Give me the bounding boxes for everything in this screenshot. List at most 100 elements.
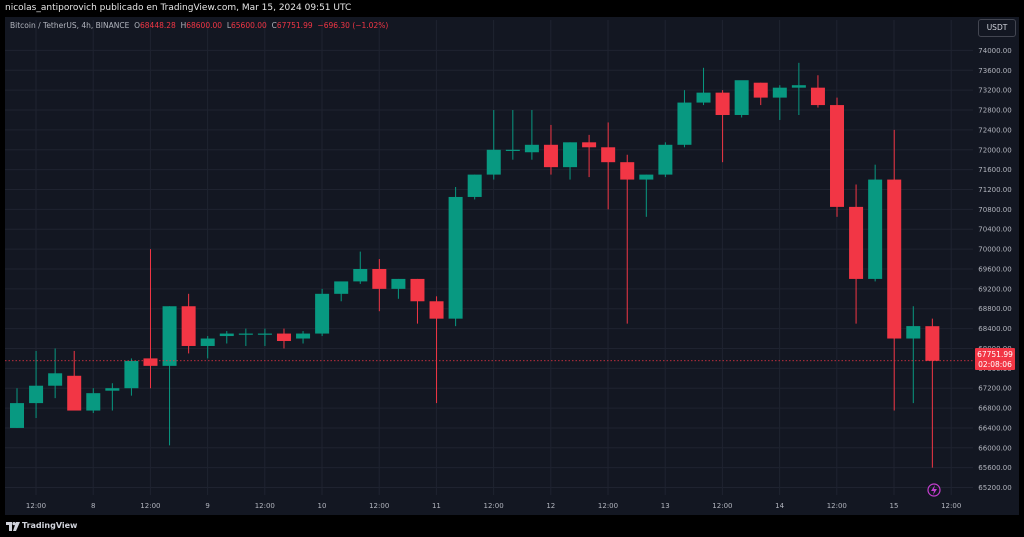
candle-body (830, 105, 845, 207)
time-tick-label: 11 (432, 502, 441, 510)
candle (639, 174, 654, 217)
candle (86, 388, 101, 414)
candle (143, 249, 158, 389)
legend-change: −696.30 (−1.02%) (317, 21, 389, 30)
candle (810, 75, 825, 108)
candle (505, 110, 520, 160)
time-tick-label: 12:00 (255, 502, 275, 510)
candle-body (639, 174, 654, 180)
candle-body (582, 142, 597, 148)
price-tick-label: 69600.00 (978, 265, 1011, 273)
price-tick-label: 65200.00 (978, 484, 1011, 492)
candle-body (315, 293, 330, 334)
legend-close: 67751.99 (276, 21, 313, 30)
candle (772, 85, 787, 120)
candle-body (563, 142, 578, 168)
candle-body (200, 338, 215, 346)
candle-body (67, 375, 82, 411)
candle (48, 348, 63, 399)
candle-body (696, 92, 711, 103)
candle (753, 82, 768, 106)
candle (105, 383, 120, 411)
candle-body (429, 301, 444, 319)
candle-body (620, 162, 635, 180)
candle-body (849, 206, 864, 279)
price-axis: 74000.00 73600.00 73200.00 72800.00 72400.00… (978, 47, 1011, 492)
price-tick-label: 69200.00 (978, 285, 1011, 293)
candle-body (238, 333, 253, 335)
legend-o-label: O (134, 21, 141, 30)
time-tick-label: 12:00 (484, 502, 504, 510)
candle (734, 80, 749, 118)
price-tick-label: 68800.00 (978, 305, 1011, 313)
candle (10, 388, 24, 428)
candle-body (334, 281, 349, 294)
legend-open: 68448.28 (140, 21, 176, 30)
candle (200, 336, 215, 359)
time-tick-label: 12:00 (827, 502, 847, 510)
lightning-icon[interactable] (927, 483, 941, 497)
candle (830, 97, 845, 217)
candle-body (162, 306, 177, 366)
time-tick-label: 14 (775, 502, 784, 510)
candle-body (276, 333, 291, 342)
candle (219, 331, 234, 344)
candle-body (486, 149, 501, 175)
price-tick-label: 72800.00 (978, 107, 1011, 115)
candle-body (467, 174, 482, 197)
price-tick-label: 66800.00 (978, 405, 1011, 413)
candle (467, 174, 482, 200)
candle (791, 62, 806, 115)
candle-body (219, 333, 234, 337)
price-tick-label: 72400.00 (978, 126, 1011, 134)
candle (410, 278, 425, 324)
candle-body (29, 385, 44, 404)
candle-body (372, 268, 387, 289)
grid-lines (5, 20, 973, 495)
candle-body (810, 87, 825, 106)
candle (29, 350, 44, 419)
symbol-legend: Bitcoin / TetherUS, 4h, BINANCE O68448.2… (10, 21, 388, 30)
time-tick-label: 12:00 (598, 502, 618, 510)
price-tick-label: 67200.00 (978, 385, 1011, 393)
candle-body (10, 403, 24, 428)
price-tick-label: 73200.00 (978, 87, 1011, 95)
candle (257, 328, 272, 346)
candle (334, 281, 349, 302)
currency-button[interactable]: USDT (978, 19, 1016, 37)
candle (296, 331, 311, 344)
time-tick-label: 12:00 (369, 502, 389, 510)
price-tick-label: 70000.00 (978, 246, 1011, 254)
candle-body (734, 80, 749, 115)
candle-body (257, 333, 272, 335)
candle (696, 67, 711, 106)
current-price-value: 67751.99 (977, 350, 1013, 359)
candle-body (48, 373, 63, 386)
tradingview-logo-icon (6, 522, 20, 531)
candle (372, 259, 387, 312)
candle-body (715, 92, 730, 115)
footer: TradingView (0, 515, 1024, 537)
time-tick-label: 12:00 (140, 502, 160, 510)
candle (715, 90, 730, 163)
candle (620, 154, 635, 324)
time-tick-label: 12 (546, 502, 555, 510)
candle-body (868, 179, 883, 279)
legend-l-label: L (226, 21, 231, 30)
legend-high: 68600.00 (186, 21, 223, 30)
candle (906, 306, 921, 404)
current-price-label: 67751.99 02:08:06 (975, 348, 1015, 370)
candle-body (791, 85, 806, 88)
legend-h-label: H (180, 21, 187, 30)
time-tick-label: 9 (205, 502, 209, 510)
price-tick-label: 71600.00 (978, 166, 1011, 174)
price-tick-label: 74000.00 (978, 47, 1011, 55)
candle-body (143, 358, 158, 366)
candle-body (543, 144, 558, 168)
candle (486, 110, 501, 180)
candles (10, 62, 940, 468)
candle (181, 293, 196, 354)
price-tick-label: 73600.00 (978, 67, 1011, 75)
